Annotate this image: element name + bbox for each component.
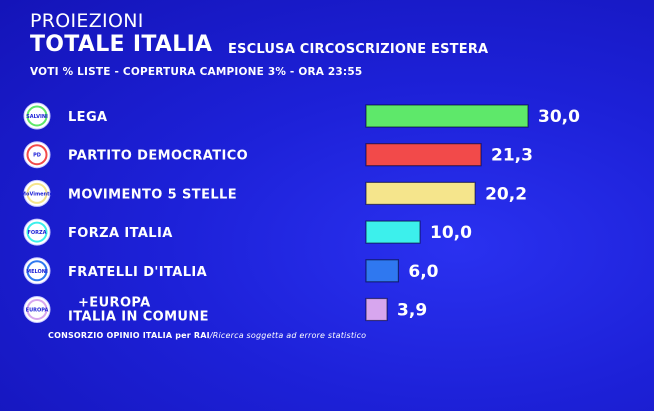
party-label-line: FORZA ITALIA (68, 226, 173, 241)
value-label: 21,3 (491, 146, 533, 166)
logo-text: FORZA (27, 230, 46, 236)
party-label-line: FRATELLI D'ITALIA (68, 265, 207, 280)
header-info: VOTI % LISTE - COPERTURA CAMPIONE 3% - O… (30, 66, 363, 78)
party-label-line: +EUROPA (78, 296, 151, 311)
value-label: 20,2 (485, 184, 527, 204)
bar (365, 181, 476, 205)
fratelli-italia-logo-icon: MELONI (23, 257, 51, 285)
footer-source: CONSORZIO OPINIO ITALIA per RAI (48, 331, 210, 340)
europa-logo-icon: EUROPA (23, 296, 51, 323)
logo-ring (26, 260, 48, 282)
m5s-logo-icon: MoVimento (21, 179, 54, 207)
party-label: FORZA ITALIA (68, 226, 173, 241)
lega-logo-icon: SALVINI (23, 102, 51, 130)
logo-ring (26, 182, 48, 204)
footer-note: /Ricerca soggetta ad errore statistico (209, 331, 367, 340)
value-label: 3,9 (397, 301, 427, 321)
party-label: +EUROPA ITALIA IN COMUNE (68, 296, 209, 325)
party-label-line: ITALIA IN COMUNE (68, 310, 209, 325)
value-label: 10,0 (430, 223, 472, 243)
header-title: TOTALE ITALIA (30, 32, 213, 57)
logo-ring (26, 105, 48, 127)
party-label-line: LEGA (68, 110, 108, 125)
header-subtitle: ESCLUSA CIRCOSCRIZIONE ESTERA (228, 42, 489, 57)
header-kicker: PROIEZIONI (30, 10, 144, 32)
pd-logo-icon: PD (23, 141, 51, 169)
forza-italia-logo-icon: FORZA (23, 218, 51, 246)
value-label: 6,0 (408, 262, 438, 282)
logo-ring (26, 144, 48, 166)
bar (365, 104, 529, 128)
logo-text: MoVimento (21, 191, 53, 197)
party-label-line: MOVIMENTO 5 STELLE (68, 187, 237, 202)
logo-text: MELONI (26, 269, 48, 275)
bar (365, 220, 421, 244)
bar (365, 143, 482, 167)
party-label: MOVIMENTO 5 STELLE (68, 187, 237, 202)
logo-text: EUROPA (26, 308, 49, 314)
party-label: FRATELLI D'ITALIA (68, 265, 207, 280)
logo-ring (26, 299, 48, 320)
party-label: PARTITO DEMOCRATICO (68, 149, 248, 164)
logo-text: SALVINI (26, 114, 48, 120)
bar (365, 259, 400, 283)
logo-text: PD (33, 153, 41, 159)
value-label: 30,0 (538, 107, 580, 127)
footer-source-line: CONSORZIO OPINIO ITALIA per RAI/Ricerca … (48, 331, 366, 340)
party-label-line: PARTITO DEMOCRATICO (68, 149, 248, 164)
party-label: LEGA (68, 110, 108, 125)
bar (365, 297, 388, 322)
logo-ring (26, 221, 48, 243)
